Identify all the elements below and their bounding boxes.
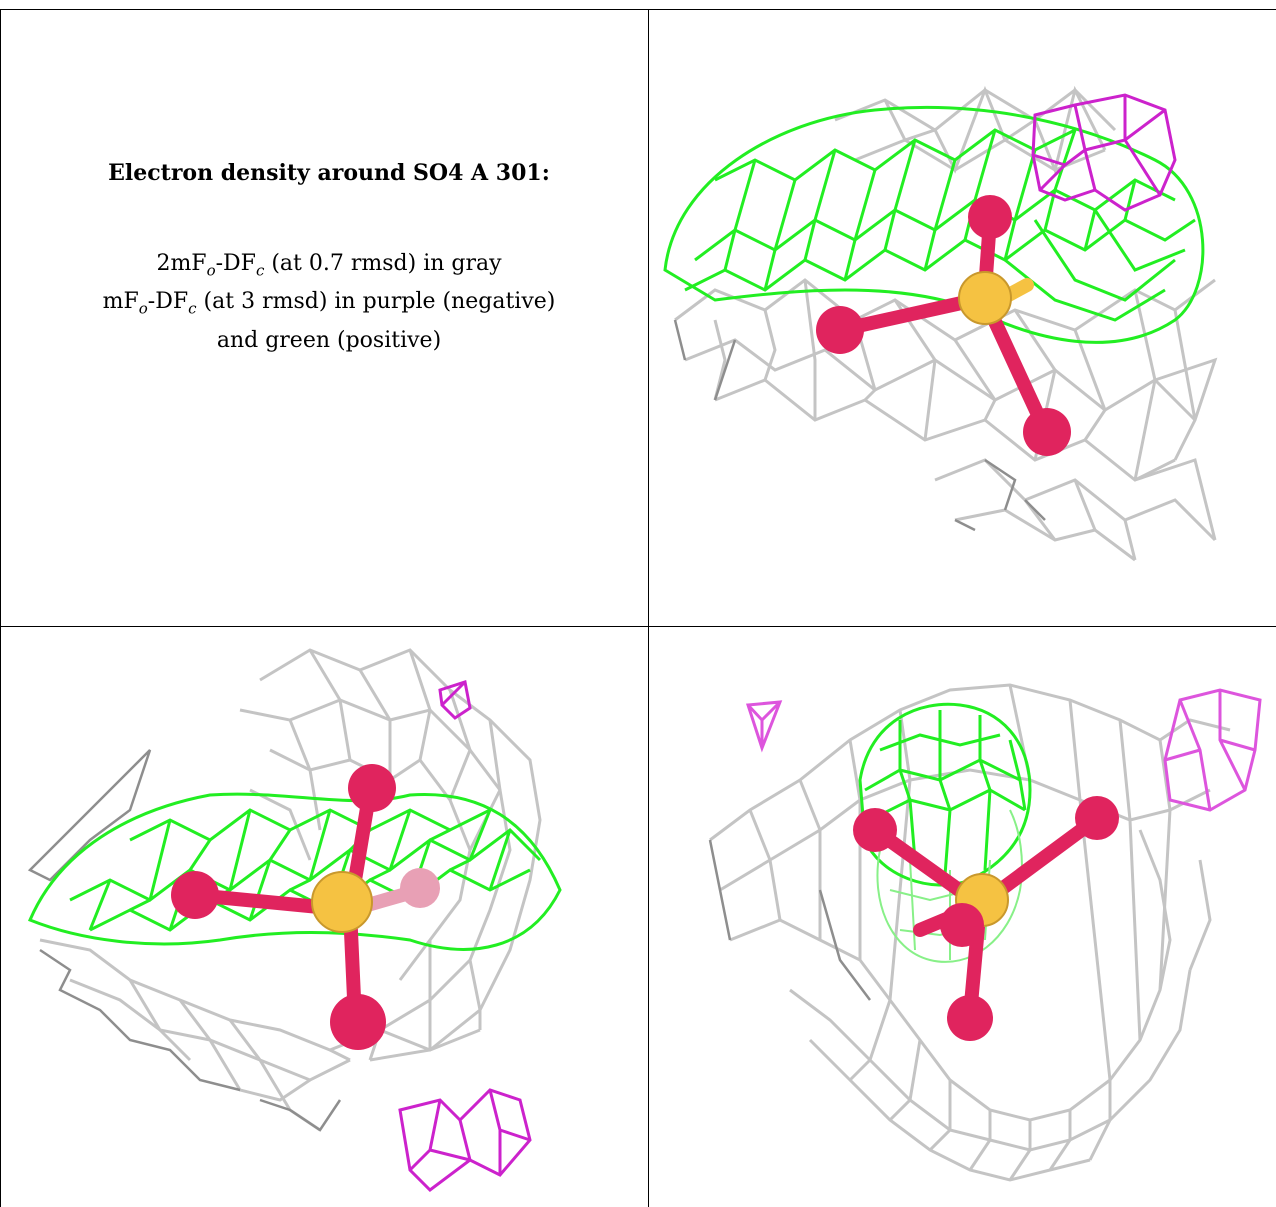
caption-line-gray: 2mFo-DFc (at 0.7 rmsd) in gray xyxy=(156,251,502,280)
oxygen-atom xyxy=(940,903,984,947)
caption-title: Electron density around SO4 A 301: xyxy=(108,160,550,186)
so4-molecule xyxy=(171,764,440,1050)
purple-mesh xyxy=(398,680,532,1192)
so4-molecule xyxy=(816,195,1071,456)
left-border xyxy=(0,9,1,1207)
gray-mesh-dark xyxy=(708,839,871,1001)
so4-molecule xyxy=(853,796,1119,1041)
purple-mesh xyxy=(745,688,1262,812)
sulfur-atom xyxy=(958,271,1012,325)
caption-cell: Electron density around SO4 A 301: 2mFo-… xyxy=(12,160,646,356)
oxygen-atom xyxy=(1023,408,1071,456)
caption-line-difference: mFo-DFc (at 3 rmsd) in purple (negative) xyxy=(102,289,556,318)
density-view-3-svg xyxy=(708,683,1262,1182)
oxygen-atom xyxy=(853,808,897,852)
green-mesh xyxy=(858,702,1032,887)
purple-mesh xyxy=(1031,93,1177,212)
density-view-1-svg xyxy=(663,85,1218,562)
caption-line-colors: and green (positive) xyxy=(216,327,442,353)
density-view-3 xyxy=(690,660,1270,1205)
oxygen-atom xyxy=(968,195,1012,239)
top-border xyxy=(0,9,1276,10)
sulfur-atom xyxy=(311,871,373,933)
density-view-1 xyxy=(655,60,1265,580)
oxygen-atom xyxy=(348,764,396,812)
oxygen-atom xyxy=(400,868,440,908)
oxygen-atom xyxy=(330,994,386,1050)
gray-mesh-dark xyxy=(27,749,342,1132)
green-mesh xyxy=(663,105,1205,344)
gray-mesh-dark xyxy=(673,319,1046,532)
oxygen-atom xyxy=(816,306,864,354)
oxygen-atom xyxy=(171,871,219,919)
density-view-2 xyxy=(10,630,640,1200)
gray-mesh xyxy=(39,648,542,1132)
middle-divider xyxy=(0,626,1276,627)
oxygen-atom xyxy=(947,995,993,1041)
density-view-2-svg xyxy=(27,648,562,1192)
center-divider xyxy=(648,9,649,1207)
oxygen-atom xyxy=(1075,796,1119,840)
green-mesh xyxy=(28,792,562,951)
